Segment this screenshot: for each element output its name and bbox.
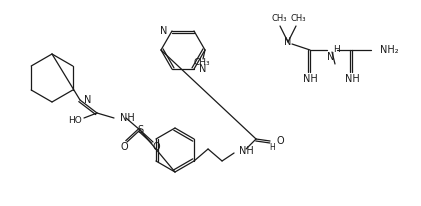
Text: NH: NH: [303, 74, 317, 84]
Text: HO: HO: [68, 116, 82, 124]
Text: NH₂: NH₂: [380, 45, 399, 55]
Text: NH: NH: [120, 113, 135, 123]
Text: H: H: [333, 44, 340, 54]
Text: O: O: [276, 136, 284, 146]
Text: N: N: [160, 26, 167, 36]
Text: O: O: [120, 142, 128, 152]
Text: CH₃: CH₃: [194, 57, 210, 67]
Text: N: N: [199, 64, 206, 74]
Text: CH₃: CH₃: [290, 14, 306, 22]
Text: N: N: [327, 52, 335, 62]
Text: S: S: [137, 125, 143, 135]
Text: CH₃: CH₃: [271, 14, 287, 22]
Text: N: N: [84, 95, 91, 105]
Text: H: H: [269, 144, 275, 152]
Text: NH: NH: [239, 146, 254, 156]
Text: N: N: [284, 37, 292, 47]
Text: O: O: [152, 142, 160, 152]
Text: NH: NH: [345, 74, 360, 84]
